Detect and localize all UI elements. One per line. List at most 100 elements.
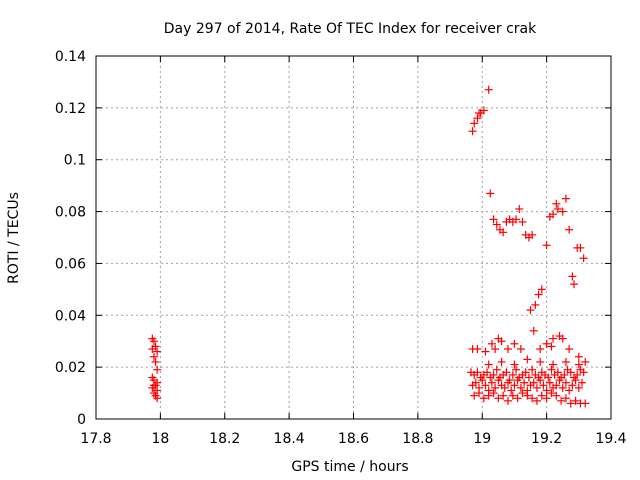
- data-point: [153, 347, 162, 356]
- data-point: [499, 391, 508, 400]
- data-point: [502, 368, 511, 377]
- x-tick-label: 18.4: [274, 431, 305, 447]
- data-point: [497, 357, 506, 366]
- data-point: [571, 396, 580, 405]
- data-point: [468, 127, 477, 136]
- data-point: [515, 204, 524, 213]
- data-point: [473, 344, 482, 353]
- data-point: [549, 210, 558, 219]
- data-point: [148, 344, 157, 353]
- data-point: [518, 389, 527, 398]
- data-point: [491, 344, 500, 353]
- data-point: [534, 290, 543, 299]
- data-point: [470, 119, 479, 128]
- data-point: [507, 386, 516, 395]
- data-point: [544, 373, 553, 382]
- data-point: [549, 360, 558, 369]
- data-point: [149, 381, 158, 390]
- data-point: [473, 114, 482, 123]
- data-point: [552, 381, 561, 390]
- data-point: [512, 215, 521, 224]
- y-tick-label: 0.02: [55, 360, 86, 376]
- data-point: [557, 396, 566, 405]
- data-point: [500, 383, 509, 392]
- data-point: [542, 241, 551, 250]
- data-point: [523, 355, 532, 364]
- x-tick-label: 19: [473, 431, 491, 447]
- data-point: [579, 254, 588, 263]
- chart-title: Day 297 of 2014, Rate Of TEC Index for r…: [164, 21, 537, 37]
- y-tick-label: 0.12: [55, 101, 86, 117]
- y-tick-label: 0.04: [55, 308, 86, 324]
- data-point: [536, 357, 545, 366]
- data-point: [565, 344, 574, 353]
- data-point: [552, 199, 561, 208]
- data-point: [561, 394, 570, 403]
- data-point: [536, 344, 545, 353]
- data-point: [518, 217, 527, 226]
- data-point: [151, 357, 160, 366]
- x-tick-label: 18.8: [402, 431, 433, 447]
- data-point: [568, 381, 577, 390]
- data-point: [521, 368, 530, 377]
- data-point: [484, 85, 493, 94]
- data-point: [569, 280, 578, 289]
- y-tick-label: 0.08: [55, 205, 86, 221]
- data-point: [565, 386, 574, 395]
- data-point: [555, 376, 564, 385]
- data-point: [494, 376, 503, 385]
- x-tick-label: 19.2: [531, 431, 562, 447]
- x-axis-label: GPS time / hours: [291, 459, 408, 475]
- data-point: [532, 396, 541, 405]
- data-point: [581, 399, 590, 408]
- data-point: [558, 383, 567, 392]
- data-point: [523, 391, 532, 400]
- data-point: [510, 339, 519, 348]
- data-point: [574, 383, 583, 392]
- data-point: [484, 360, 493, 369]
- data-point: [537, 285, 546, 294]
- data-point: [537, 391, 546, 400]
- data-point: [489, 370, 498, 379]
- data-point: [487, 339, 496, 348]
- data-point: [479, 106, 488, 115]
- data-point: [529, 378, 538, 387]
- data-point: [491, 383, 500, 392]
- data-point: [560, 370, 569, 379]
- data-point: [579, 368, 588, 377]
- data-point: [512, 365, 521, 374]
- data-point: [513, 376, 522, 385]
- data-point: [475, 389, 484, 398]
- x-tick-label: 18.6: [338, 431, 369, 447]
- data-point: [528, 230, 537, 239]
- data-point: [568, 272, 577, 281]
- data-point: [508, 370, 517, 379]
- data-point: [532, 383, 541, 392]
- y-tick-label: 0.06: [55, 256, 86, 272]
- data-point: [529, 326, 538, 335]
- data-point: [516, 344, 525, 353]
- data-point: [487, 378, 496, 387]
- y-tick-label: 0.14: [55, 49, 86, 65]
- data-point: [510, 381, 519, 390]
- data-point: [479, 394, 488, 403]
- data-point: [561, 378, 570, 387]
- data-point: [536, 376, 545, 385]
- data-point: [549, 334, 558, 343]
- data-point: [531, 300, 540, 309]
- data-point: [561, 194, 570, 203]
- data-point: [561, 357, 570, 366]
- y-tick-label: 0: [77, 412, 86, 428]
- x-tick-label: 18.2: [209, 431, 240, 447]
- data-point: [492, 220, 501, 229]
- x-tick-label: 18: [151, 431, 169, 447]
- data-point: [581, 357, 590, 366]
- data-point: [478, 376, 487, 385]
- data-point: [553, 368, 562, 377]
- data-point: [492, 365, 501, 374]
- data-point: [499, 228, 508, 237]
- data-point: [566, 399, 575, 408]
- data-point: [494, 394, 503, 403]
- y-axis-label: ROTI / TECUs: [6, 192, 22, 284]
